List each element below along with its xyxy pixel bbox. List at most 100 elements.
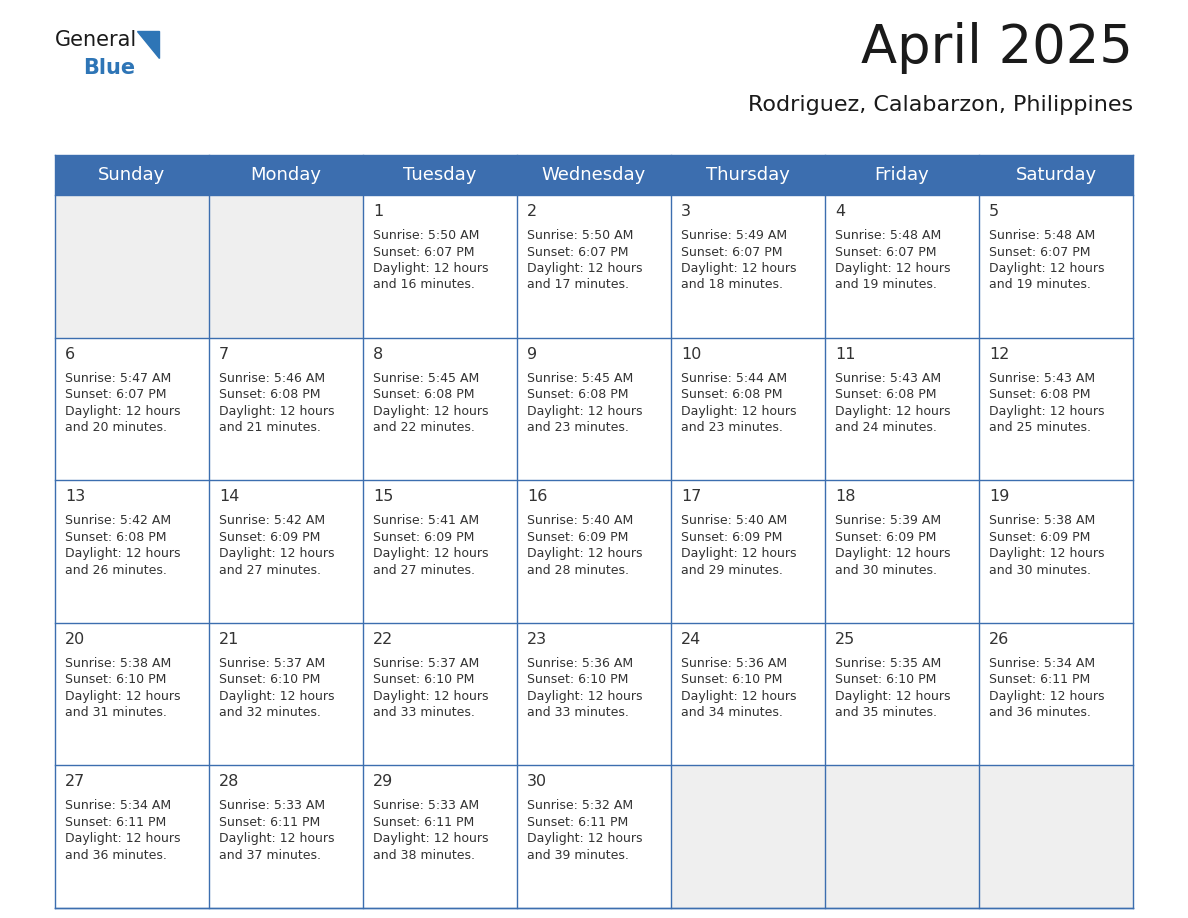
Text: 16: 16: [527, 489, 548, 504]
Text: and 19 minutes.: and 19 minutes.: [835, 278, 937, 292]
Text: Sunrise: 5:41 AM: Sunrise: 5:41 AM: [373, 514, 479, 527]
Bar: [824, 622, 979, 766]
Text: Sunrise: 5:40 AM: Sunrise: 5:40 AM: [527, 514, 633, 527]
Text: Sunrise: 5:43 AM: Sunrise: 5:43 AM: [988, 372, 1095, 385]
Text: Sunrise: 5:39 AM: Sunrise: 5:39 AM: [835, 514, 941, 527]
Text: Sunset: 6:11 PM: Sunset: 6:11 PM: [373, 816, 474, 829]
Text: and 16 minutes.: and 16 minutes.: [373, 278, 475, 292]
Text: Sunset: 6:10 PM: Sunset: 6:10 PM: [219, 673, 321, 687]
Text: and 28 minutes.: and 28 minutes.: [527, 564, 628, 577]
Polygon shape: [138, 31, 159, 58]
Text: and 30 minutes.: and 30 minutes.: [835, 564, 937, 577]
Text: 18: 18: [835, 489, 855, 504]
Text: 20: 20: [65, 632, 86, 647]
Text: Daylight: 12 hours: Daylight: 12 hours: [681, 405, 796, 418]
Text: Daylight: 12 hours: Daylight: 12 hours: [681, 262, 796, 275]
Text: Sunset: 6:07 PM: Sunset: 6:07 PM: [988, 245, 1091, 259]
Text: Sunrise: 5:32 AM: Sunrise: 5:32 AM: [527, 800, 633, 812]
Text: Sunset: 6:08 PM: Sunset: 6:08 PM: [681, 388, 783, 401]
Text: Sunrise: 5:50 AM: Sunrise: 5:50 AM: [527, 229, 633, 242]
Text: and 27 minutes.: and 27 minutes.: [219, 564, 321, 577]
Text: and 17 minutes.: and 17 minutes.: [527, 278, 628, 292]
Text: Daylight: 12 hours: Daylight: 12 hours: [527, 833, 643, 845]
Bar: [517, 195, 671, 338]
Text: 27: 27: [65, 775, 86, 789]
Text: Sunset: 6:08 PM: Sunset: 6:08 PM: [65, 531, 166, 543]
Text: and 38 minutes.: and 38 minutes.: [373, 849, 475, 862]
Text: and 25 minutes.: and 25 minutes.: [988, 421, 1091, 434]
Text: Wednesday: Wednesday: [542, 166, 646, 184]
Text: Daylight: 12 hours: Daylight: 12 hours: [988, 405, 1105, 418]
Text: Sunset: 6:08 PM: Sunset: 6:08 PM: [835, 388, 936, 401]
Text: Sunset: 6:09 PM: Sunset: 6:09 PM: [219, 531, 321, 543]
Text: and 22 minutes.: and 22 minutes.: [373, 421, 475, 434]
Text: Monday: Monday: [251, 166, 322, 184]
Text: Sunrise: 5:42 AM: Sunrise: 5:42 AM: [65, 514, 171, 527]
Text: Sunset: 6:07 PM: Sunset: 6:07 PM: [835, 245, 936, 259]
Text: Daylight: 12 hours: Daylight: 12 hours: [65, 405, 181, 418]
Text: 2: 2: [527, 204, 537, 219]
Bar: [979, 766, 1133, 908]
Text: and 29 minutes.: and 29 minutes.: [681, 564, 783, 577]
Text: Sunset: 6:08 PM: Sunset: 6:08 PM: [373, 388, 474, 401]
Text: and 23 minutes.: and 23 minutes.: [681, 421, 783, 434]
Text: Sunset: 6:07 PM: Sunset: 6:07 PM: [681, 245, 783, 259]
Text: 21: 21: [219, 632, 239, 647]
Text: Sunset: 6:08 PM: Sunset: 6:08 PM: [219, 388, 321, 401]
Text: Sunset: 6:10 PM: Sunset: 6:10 PM: [65, 673, 166, 687]
Text: Sunset: 6:07 PM: Sunset: 6:07 PM: [65, 388, 166, 401]
Text: Sunset: 6:11 PM: Sunset: 6:11 PM: [527, 816, 628, 829]
Text: Daylight: 12 hours: Daylight: 12 hours: [219, 547, 335, 560]
Text: Sunset: 6:08 PM: Sunset: 6:08 PM: [527, 388, 628, 401]
Bar: [979, 195, 1133, 338]
Text: 5: 5: [988, 204, 999, 219]
Text: 28: 28: [219, 775, 239, 789]
Text: Sunday: Sunday: [99, 166, 165, 184]
Text: and 35 minutes.: and 35 minutes.: [835, 706, 937, 720]
Text: and 36 minutes.: and 36 minutes.: [988, 706, 1091, 720]
Text: Blue: Blue: [83, 58, 135, 78]
Text: Sunset: 6:09 PM: Sunset: 6:09 PM: [373, 531, 474, 543]
Text: April 2025: April 2025: [861, 22, 1133, 74]
Text: Sunrise: 5:38 AM: Sunrise: 5:38 AM: [988, 514, 1095, 527]
Text: 29: 29: [373, 775, 393, 789]
Text: 30: 30: [527, 775, 548, 789]
Text: Sunset: 6:10 PM: Sunset: 6:10 PM: [835, 673, 936, 687]
Bar: [364, 480, 517, 622]
Text: and 27 minutes.: and 27 minutes.: [373, 564, 475, 577]
Bar: [517, 766, 671, 908]
Text: Daylight: 12 hours: Daylight: 12 hours: [835, 405, 950, 418]
Text: Thursday: Thursday: [706, 166, 790, 184]
Text: Sunset: 6:09 PM: Sunset: 6:09 PM: [835, 531, 936, 543]
Text: and 33 minutes.: and 33 minutes.: [373, 706, 475, 720]
Text: Daylight: 12 hours: Daylight: 12 hours: [219, 405, 335, 418]
Text: Sunrise: 5:50 AM: Sunrise: 5:50 AM: [373, 229, 480, 242]
Bar: [517, 622, 671, 766]
Text: and 36 minutes.: and 36 minutes.: [65, 849, 166, 862]
Text: 25: 25: [835, 632, 855, 647]
Text: Sunrise: 5:47 AM: Sunrise: 5:47 AM: [65, 372, 171, 385]
Text: and 31 minutes.: and 31 minutes.: [65, 706, 166, 720]
Text: Sunrise: 5:37 AM: Sunrise: 5:37 AM: [373, 656, 479, 670]
Text: Sunrise: 5:48 AM: Sunrise: 5:48 AM: [988, 229, 1095, 242]
Bar: [364, 766, 517, 908]
Text: 19: 19: [988, 489, 1010, 504]
Text: Daylight: 12 hours: Daylight: 12 hours: [835, 262, 950, 275]
Text: and 18 minutes.: and 18 minutes.: [681, 278, 783, 292]
Text: Friday: Friday: [874, 166, 929, 184]
Text: Daylight: 12 hours: Daylight: 12 hours: [373, 689, 488, 703]
Text: Daylight: 12 hours: Daylight: 12 hours: [527, 689, 643, 703]
Text: Sunrise: 5:40 AM: Sunrise: 5:40 AM: [681, 514, 788, 527]
Bar: [979, 480, 1133, 622]
Text: 22: 22: [373, 632, 393, 647]
Text: Daylight: 12 hours: Daylight: 12 hours: [527, 547, 643, 560]
Bar: [671, 766, 824, 908]
Text: Sunrise: 5:49 AM: Sunrise: 5:49 AM: [681, 229, 788, 242]
Text: 10: 10: [681, 347, 701, 362]
Text: Rodriguez, Calabarzon, Philippines: Rodriguez, Calabarzon, Philippines: [748, 95, 1133, 115]
Text: 4: 4: [835, 204, 845, 219]
Text: Daylight: 12 hours: Daylight: 12 hours: [219, 833, 335, 845]
Text: 8: 8: [373, 347, 384, 362]
Bar: [517, 480, 671, 622]
Text: Daylight: 12 hours: Daylight: 12 hours: [373, 262, 488, 275]
